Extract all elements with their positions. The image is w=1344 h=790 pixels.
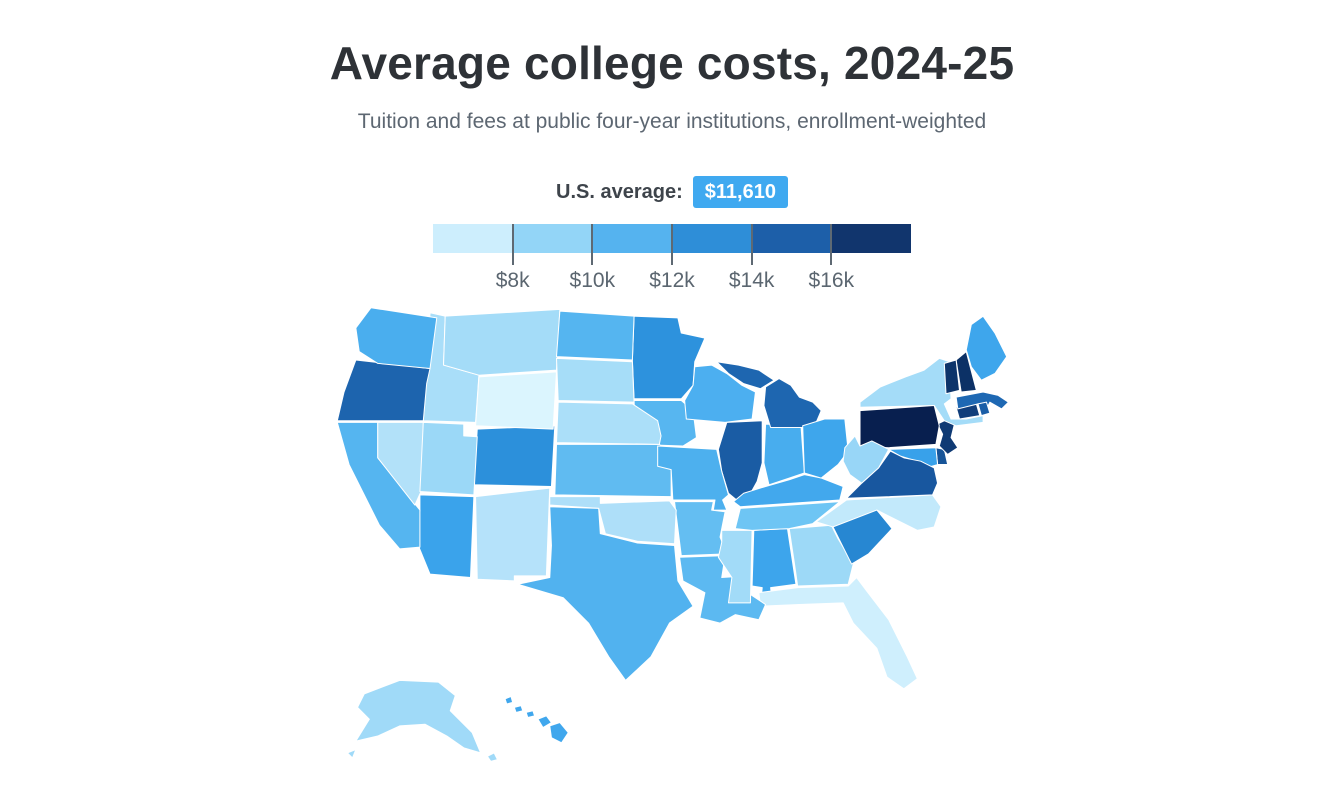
state-me[interactable]: Maine [965,315,1008,381]
us-map-container: AlabamaAlaskaArizonaArkansasCaliforniaCo… [0,301,1344,790]
legend-scale-labels: $8k $10k $12k $14k $16k [433,269,911,295]
us-average-label: U.S. average: [556,180,683,203]
us-average-row: U.S. average: $11,610 [0,176,1344,208]
state-mt[interactable]: Montana [443,308,561,376]
state-ak[interactable]: Alaska [346,679,498,762]
state-mi[interactable]: Michigan [716,361,822,428]
state-ms[interactable]: Mississippi [717,529,753,604]
state-az[interactable]: Arizona [414,494,475,579]
legend-segment [751,224,832,253]
legend-tick-line [830,224,833,265]
state-ok[interactable]: Oklahoma [549,496,677,545]
state-ar[interactable]: Arkansas [674,501,728,557]
legend-segment [592,224,673,253]
legend-tick-label: $14k [728,269,775,292]
state-nh[interactable]: New Hampshire [955,351,977,393]
state-sc[interactable]: South Carolina [832,509,893,565]
state-co[interactable]: Colorado [473,425,556,487]
state-vt[interactable]: Vermont [943,359,961,395]
state-wv[interactable]: West Virginia [842,435,890,484]
legend-tick-label: $16k [808,269,855,292]
state-or[interactable]: Oregon [336,359,431,422]
page-title: Average college costs, 2024-25 [329,37,1015,89]
legend-segment [512,224,593,253]
legend-segment [672,224,752,253]
state-sd[interactable]: South Dakota [555,357,635,403]
state-fl[interactable]: Florida [758,577,918,690]
legend-tick-line [511,224,514,265]
legend-tick-line [591,224,594,265]
state-ky[interactable]: Kentucky [733,474,844,508]
state-ri[interactable]: Rhode Island [977,401,991,417]
legend-tick-label: $12k [649,269,695,292]
legend-tick-label: $10k [569,269,616,292]
state-nm[interactable]: New Mexico [475,487,551,582]
state-nv[interactable]: Nevada [377,421,424,506]
state-ma[interactable]: Massachusetts [955,391,1009,410]
state-wa[interactable]: Washington [355,307,438,369]
state-hi[interactable]: Hawaii [504,695,569,744]
us-map: AlabamaAlaskaArizonaArkansasCaliforniaCo… [336,307,1009,762]
legend-tick-line [671,224,673,265]
legend-scale-bar [433,224,912,265]
state-in[interactable]: Indiana [763,423,805,486]
legend: U.S. average: $11,610 $8k $10k $12k $14k $16… [0,176,1344,295]
state-ks[interactable]: Kansas [554,443,672,498]
legend-segment [831,224,912,253]
average-value-badge: $11,610 [692,176,788,208]
state-nd[interactable]: North Dakota [555,310,635,361]
state-ny[interactable]: New York [859,357,984,427]
state-ne[interactable]: Nebraska [555,401,662,445]
state-oh[interactable]: Ohio [802,418,849,479]
state-tx[interactable]: Texas [517,506,694,681]
legend-tick-label: $8k [495,269,530,292]
legend-segment [433,224,513,253]
state-ut[interactable]: Utah [419,421,478,496]
state-tn[interactable]: Tennessee [734,501,841,531]
state-wy[interactable]: Wyoming [475,371,558,430]
state-wi[interactable]: Wisconsin [684,364,756,423]
state-la[interactable]: Louisiana [679,555,767,624]
state-ga[interactable]: Georgia [788,524,854,587]
page-subtitle: Tuition and fees at public four-year ins… [357,110,987,133]
state-mo[interactable]: Missouri [657,445,729,511]
legend-tick-line [750,224,753,265]
